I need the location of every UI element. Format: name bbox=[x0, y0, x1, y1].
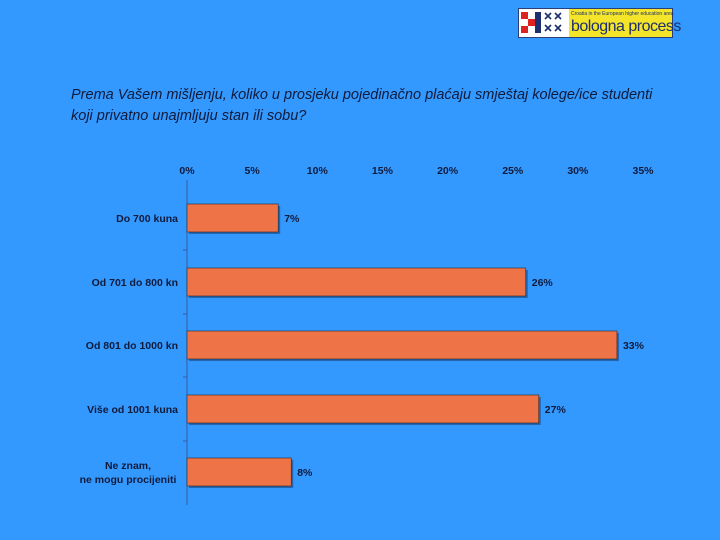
x-tick-label: 15% bbox=[372, 165, 394, 177]
bar bbox=[186, 267, 527, 297]
x-tick-label: 5% bbox=[245, 165, 261, 177]
bologna-process-logo: Croatia in the European higher education… bbox=[518, 8, 681, 38]
question-title: Prema Vašem mišljenju, koliko u prosjeku… bbox=[71, 87, 653, 124]
logo-tagline: Croatia in the European higher education… bbox=[571, 11, 674, 17]
x-tick-label: 20% bbox=[437, 165, 459, 177]
x-tick-label: 30% bbox=[567, 165, 589, 177]
x-tick-label: 35% bbox=[632, 165, 654, 177]
data-label: 33% bbox=[623, 340, 645, 352]
bar bbox=[186, 457, 292, 487]
category-label: Ne znam, ne mogu procijeniti bbox=[80, 460, 177, 486]
data-label: 26% bbox=[532, 277, 554, 289]
category-label: Do 700 kuna bbox=[116, 213, 178, 225]
logo-text: bologna process bbox=[571, 18, 681, 35]
data-label: 7% bbox=[284, 213, 300, 225]
bar bbox=[186, 394, 540, 424]
category-label: Od 701 do 800 kn bbox=[92, 277, 178, 289]
x-tick-label: 25% bbox=[502, 165, 524, 177]
x-tick-label: 10% bbox=[307, 165, 329, 177]
category-label: Od 801 do 1000 kn bbox=[86, 340, 178, 352]
data-label: 8% bbox=[297, 467, 313, 479]
bar bbox=[186, 330, 618, 360]
bar bbox=[186, 203, 279, 233]
category-label: Više od 1001 kuna bbox=[87, 404, 178, 416]
x-tick-label: 0% bbox=[179, 165, 195, 177]
data-label: 27% bbox=[545, 404, 567, 416]
logo-mark-icon bbox=[519, 9, 569, 37]
